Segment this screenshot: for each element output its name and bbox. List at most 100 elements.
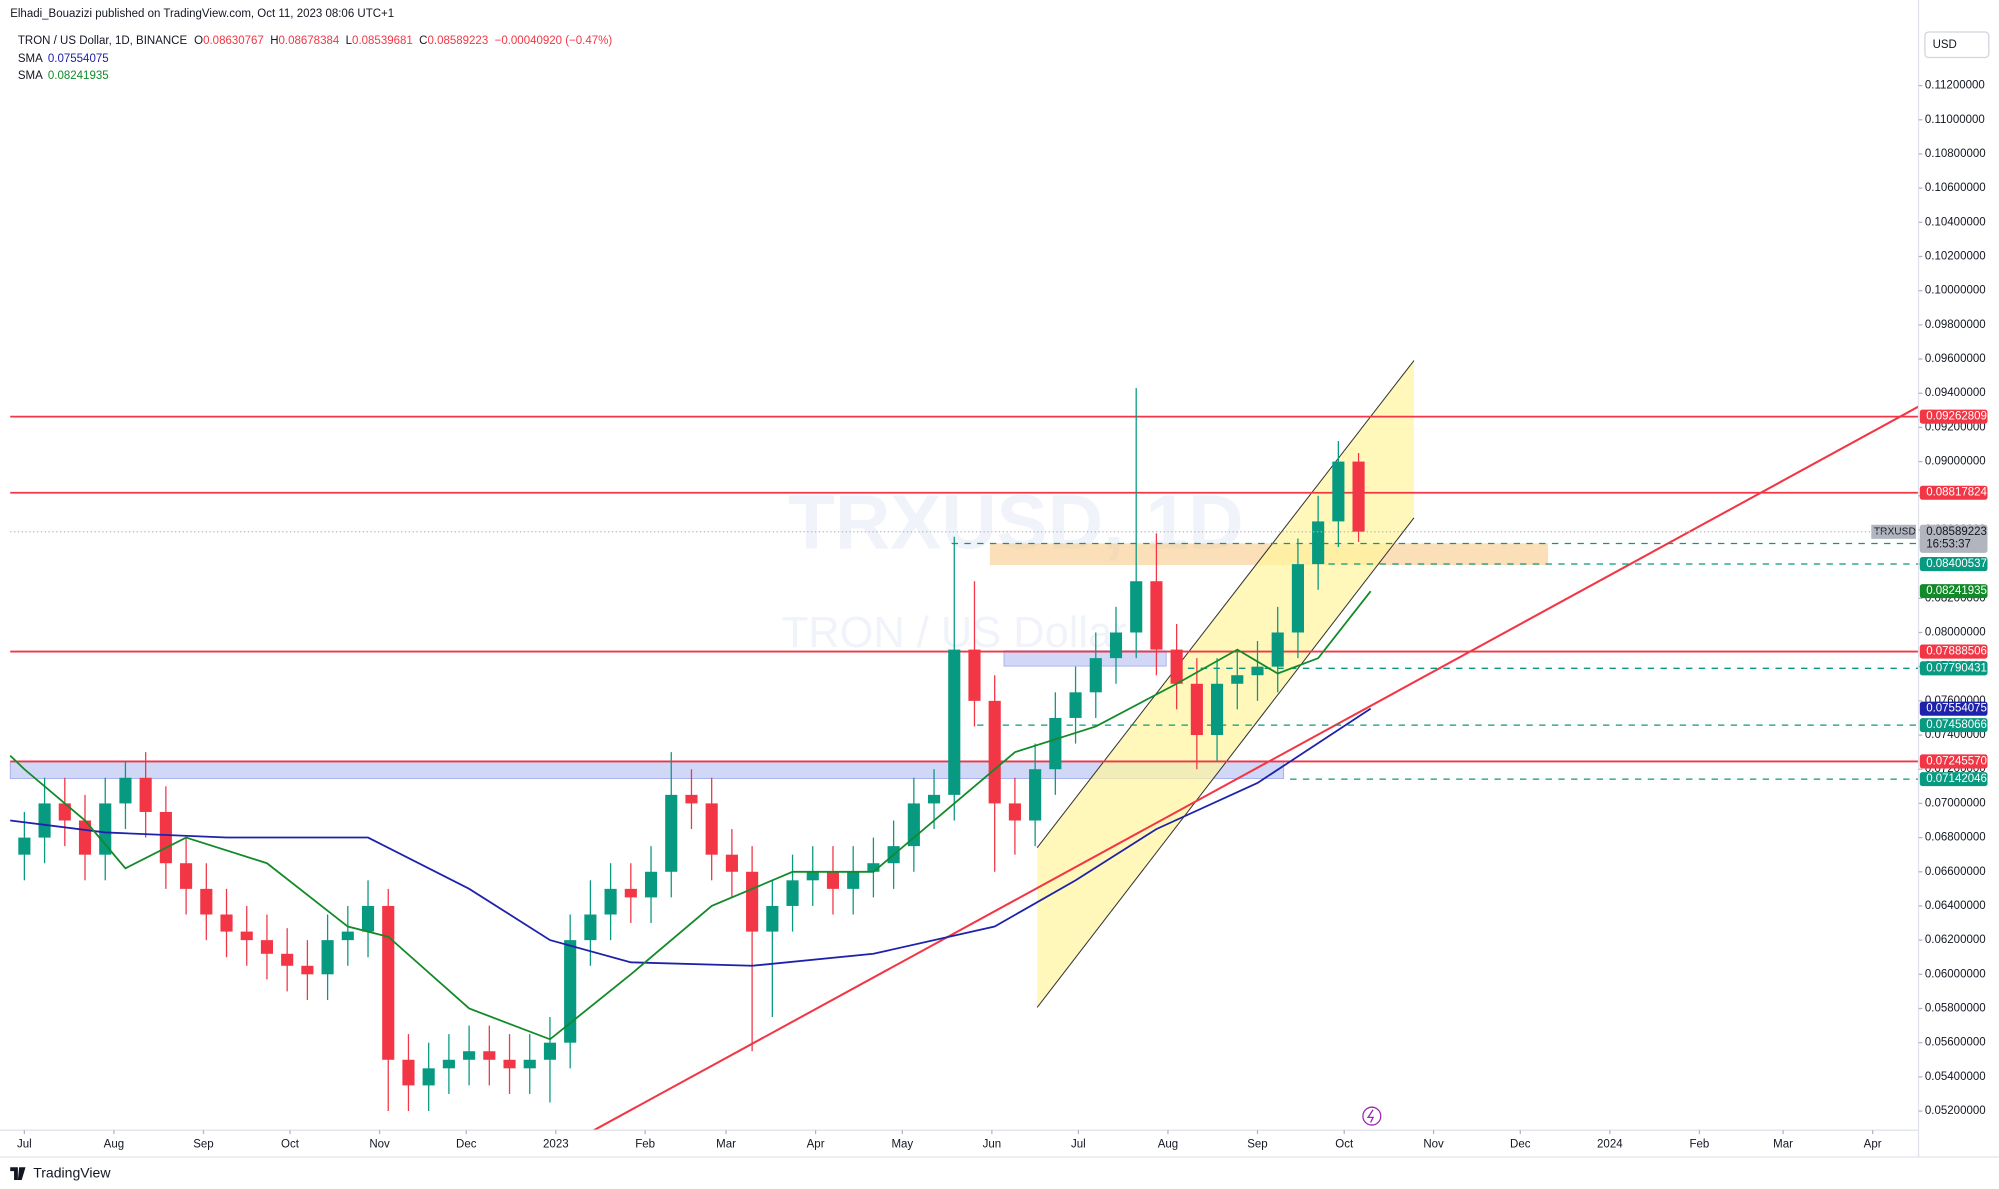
ohlc-part: 0.08589223 bbox=[427, 35, 488, 47]
y-tick-label: 0.08000000 bbox=[1925, 627, 1986, 639]
x-tick-label: Jul bbox=[17, 1138, 32, 1150]
candle-body bbox=[1130, 581, 1143, 633]
candle-body bbox=[180, 863, 193, 889]
ohlc-part: 0.08678384 bbox=[279, 35, 340, 47]
price-label bbox=[1919, 409, 1988, 424]
candle-body bbox=[644, 871, 658, 898]
currency-button[interactable] bbox=[1924, 31, 1990, 59]
price-label-text: 0.07888506 bbox=[1926, 646, 1987, 658]
x-tick-label: Dec bbox=[1510, 1138, 1531, 1150]
candle-body bbox=[806, 871, 819, 881]
candle-body bbox=[38, 803, 51, 838]
published: Elhadi_Bouazizi published on TradingView… bbox=[10, 8, 394, 20]
currency: USD bbox=[1933, 39, 1957, 51]
candle-body bbox=[1049, 717, 1062, 770]
x-tick-label: Apr bbox=[1864, 1138, 1882, 1150]
symbol-label-text: TRXUSD bbox=[1874, 526, 1916, 537]
x-tick-label: Sep bbox=[193, 1138, 213, 1150]
price-label-text: 0.08589223 bbox=[1926, 526, 1987, 538]
y-tick-label: 0.11000000 bbox=[1925, 114, 1985, 126]
ohlc-part: 0.08241935 bbox=[48, 70, 109, 82]
y-tick-label: 0.10800000 bbox=[1925, 148, 1986, 160]
ohlc-part: −0.00040920 (−0.47%) bbox=[495, 35, 613, 47]
candle-body bbox=[523, 1059, 536, 1069]
price-label bbox=[1919, 557, 1988, 572]
candle-body bbox=[1008, 803, 1021, 821]
candle-body bbox=[1271, 632, 1284, 667]
candle-body bbox=[766, 905, 779, 932]
x-tick-label: Mar bbox=[1773, 1138, 1793, 1150]
price-label bbox=[1919, 584, 1988, 599]
candle-body bbox=[1352, 461, 1365, 532]
y-tick-label: 0.09400000 bbox=[1925, 387, 1986, 399]
y-tick-label: 0.11200000 bbox=[1925, 80, 1985, 92]
candle-body bbox=[341, 931, 354, 941]
candle-body bbox=[1029, 769, 1042, 821]
candle-body bbox=[200, 888, 213, 915]
candle-body bbox=[746, 871, 759, 932]
candle-body bbox=[988, 700, 1001, 804]
zone bbox=[1003, 650, 1167, 667]
price-label bbox=[1919, 485, 1988, 500]
y-tick-label: 0.10400000 bbox=[1925, 216, 1986, 228]
candle-body bbox=[948, 649, 961, 795]
candle-body bbox=[281, 953, 294, 966]
event-icon[interactable] bbox=[1362, 1106, 1382, 1126]
price-label-text: 0.07142046 bbox=[1926, 773, 1987, 785]
ohlc-part: SMA bbox=[18, 53, 43, 65]
sma-line bbox=[9, 590, 1372, 1041]
candle-body bbox=[463, 1051, 476, 1060]
price-label-text: 0.08817824 bbox=[1926, 487, 1987, 499]
candle-body bbox=[361, 905, 375, 932]
candle-body bbox=[786, 880, 799, 906]
candle-body bbox=[321, 940, 334, 975]
price-label bbox=[1919, 644, 1988, 659]
candle-body bbox=[1069, 692, 1082, 718]
ohlc-part: L bbox=[346, 35, 353, 47]
y-tick-label: 0.06400000 bbox=[1925, 900, 1986, 912]
candle-body bbox=[968, 649, 981, 701]
candle-body bbox=[867, 863, 880, 872]
price-label bbox=[1919, 661, 1988, 676]
candle-body bbox=[1150, 581, 1163, 650]
x-tick-label: Jul bbox=[1071, 1138, 1086, 1150]
price-label-text: 0.08241935 bbox=[1926, 585, 1987, 597]
candle-body bbox=[1332, 461, 1345, 522]
legend-entry: SMA 0.07554075 bbox=[18, 53, 109, 65]
ohlc-part: 0.08539681 bbox=[352, 35, 413, 47]
y-tick-label: 0.10600000 bbox=[1925, 182, 1986, 194]
candle-body bbox=[1170, 649, 1183, 684]
x-tick-label: Apr bbox=[807, 1138, 825, 1150]
candle-body bbox=[1109, 632, 1123, 659]
candle-body bbox=[402, 1059, 415, 1086]
x-tick-label: Feb bbox=[1689, 1138, 1709, 1150]
candle-body bbox=[685, 794, 698, 804]
x-tick-label: May bbox=[891, 1138, 913, 1150]
candle-body bbox=[503, 1059, 516, 1069]
price-label bbox=[1919, 701, 1988, 716]
candle-body bbox=[1089, 658, 1102, 693]
candle-body bbox=[260, 940, 274, 954]
price-label-text: 0.07554075 bbox=[1926, 703, 1987, 715]
x-tick-label: Feb bbox=[635, 1138, 655, 1150]
candle-body bbox=[99, 803, 112, 855]
ohlc: O0.08630767 H0.08678384 L0.08539681 C0.0858… bbox=[194, 35, 612, 47]
candle-body bbox=[18, 837, 31, 855]
x-tick-label: Nov bbox=[1423, 1138, 1444, 1150]
candle-body bbox=[847, 871, 860, 889]
candle-body bbox=[543, 1042, 557, 1060]
x-tick-label: 2024 bbox=[1597, 1138, 1623, 1150]
price-label bbox=[1919, 524, 1988, 553]
symbol-label bbox=[1871, 524, 1916, 539]
x-tick-label: Jun bbox=[983, 1138, 1002, 1150]
price-label-text: 0.07458066 bbox=[1926, 719, 1987, 731]
candle-body bbox=[382, 905, 395, 1060]
countdown: 16:53:37 bbox=[1926, 539, 1971, 551]
price-label bbox=[1919, 754, 1988, 769]
y-tick-label: 0.10200000 bbox=[1925, 251, 1986, 263]
y-tick-label: 0.09000000 bbox=[1925, 456, 1986, 468]
x-tick-label: Sep bbox=[1247, 1138, 1267, 1150]
event-icon bbox=[1366, 1109, 1375, 1123]
candle-body bbox=[119, 777, 132, 804]
